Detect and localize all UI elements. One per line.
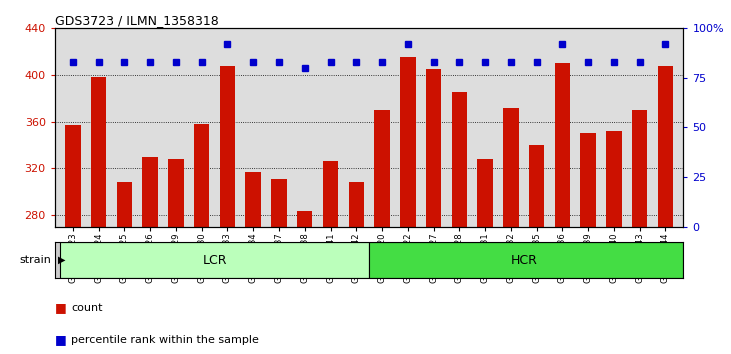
Text: strain: strain	[19, 255, 51, 265]
Bar	[143, 156, 158, 227]
Bar	[323, 161, 338, 227]
Text: HCR: HCR	[510, 254, 537, 267]
Bar	[168, 159, 183, 227]
Bar	[477, 159, 493, 227]
Bar	[297, 211, 312, 227]
Bar	[606, 131, 621, 227]
Bar	[220, 65, 235, 227]
Bar	[65, 125, 80, 227]
Bar	[271, 179, 287, 227]
Text: count: count	[71, 303, 102, 313]
Bar	[117, 182, 132, 227]
Text: ■: ■	[55, 333, 67, 346]
Bar	[632, 110, 648, 227]
Bar	[374, 110, 390, 227]
Bar	[426, 69, 442, 227]
Text: GDS3723 / ILMN_1358318: GDS3723 / ILMN_1358318	[55, 14, 219, 27]
Text: ■: ■	[55, 302, 67, 314]
Bar	[91, 77, 106, 227]
Bar	[503, 108, 518, 227]
Bar	[194, 124, 209, 227]
Bar	[580, 133, 596, 227]
Bar	[349, 182, 364, 227]
Bar	[400, 57, 415, 227]
Text: LCR: LCR	[202, 254, 227, 267]
Bar	[60, 242, 369, 278]
Bar	[452, 92, 467, 227]
Bar	[555, 63, 570, 227]
Bar	[529, 145, 545, 227]
Bar	[369, 242, 683, 278]
Bar	[658, 65, 673, 227]
Text: ▶: ▶	[58, 255, 65, 265]
Bar	[246, 172, 261, 227]
Text: percentile rank within the sample: percentile rank within the sample	[71, 335, 259, 345]
